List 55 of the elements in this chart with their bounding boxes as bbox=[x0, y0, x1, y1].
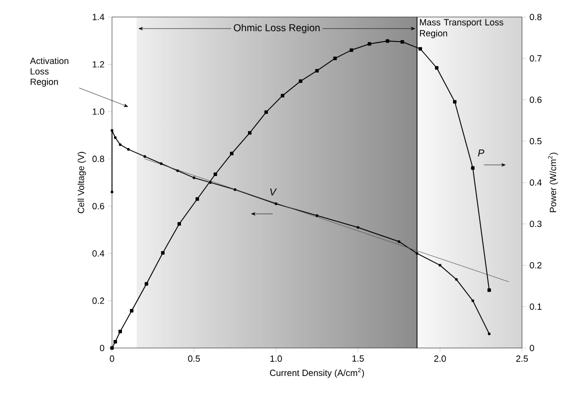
y-tick-label: 0.4 bbox=[92, 250, 104, 257]
point bbox=[130, 309, 134, 313]
text: Activation Loss Region bbox=[30, 57, 68, 87]
point bbox=[264, 110, 268, 114]
y2-tick-label: 0.2 bbox=[530, 262, 542, 268]
x-tick-label: 2.0 bbox=[434, 355, 446, 362]
point bbox=[161, 251, 165, 255]
band-label: Mass Transport Loss Region bbox=[420, 19, 504, 38]
point bbox=[214, 172, 218, 176]
point bbox=[333, 56, 337, 60]
point bbox=[471, 166, 475, 170]
point bbox=[196, 197, 200, 201]
point bbox=[230, 152, 234, 156]
point bbox=[177, 222, 181, 226]
point bbox=[418, 47, 422, 51]
y-tick-label: 0 bbox=[100, 344, 104, 352]
point bbox=[400, 40, 404, 44]
x-tick-label: 2.5 bbox=[516, 355, 528, 362]
y2-tick-label: 0.7 bbox=[530, 55, 542, 62]
point bbox=[114, 340, 118, 344]
point bbox=[368, 42, 372, 46]
y-tick-label: 1.4 bbox=[92, 14, 104, 20]
y-tick-label: 1.0 bbox=[92, 108, 104, 115]
point bbox=[118, 330, 122, 334]
x-tick-label: 0.5 bbox=[188, 355, 200, 362]
band-label: Ohmic Loss Region bbox=[234, 24, 320, 34]
y-axis-title: Cell Voltage (V) bbox=[78, 152, 86, 214]
y-tick-label: 0.8 bbox=[92, 156, 104, 162]
point bbox=[298, 79, 302, 83]
point bbox=[453, 100, 457, 104]
annotation: V bbox=[270, 188, 277, 196]
y2-tick-label: 0.8 bbox=[530, 14, 542, 20]
y2-tick-label: 0.6 bbox=[530, 96, 542, 103]
y2-tick-label: 0.3 bbox=[530, 220, 542, 228]
point bbox=[487, 288, 491, 292]
x-tick-label: 1.0 bbox=[270, 355, 282, 362]
y2-axis-title: Power (W/cm$^{2}$) bbox=[548, 152, 558, 212]
y2-tick-label: 0.4 bbox=[530, 179, 542, 186]
y2-tick-label: 0.5 bbox=[530, 138, 542, 144]
point bbox=[280, 94, 284, 98]
x-tick-label: 1.5 bbox=[352, 355, 364, 362]
y2-tick-label: 0.1 bbox=[530, 303, 542, 310]
point bbox=[350, 48, 354, 52]
point bbox=[144, 282, 148, 286]
point bbox=[315, 69, 319, 73]
x-tick-label: 0 bbox=[110, 355, 114, 362]
y2-tick-label: 0 bbox=[530, 344, 534, 352]
point bbox=[248, 131, 252, 135]
y-tick-label: 0.6 bbox=[92, 202, 104, 210]
annotation: P bbox=[478, 150, 484, 156]
point bbox=[386, 39, 390, 43]
x-axis-title: Current Density (A/cm$^{2}$) bbox=[270, 368, 364, 378]
point bbox=[434, 66, 438, 70]
y-tick-label: 1.2 bbox=[92, 61, 104, 68]
y-tick-label: 0.2 bbox=[92, 298, 104, 304]
